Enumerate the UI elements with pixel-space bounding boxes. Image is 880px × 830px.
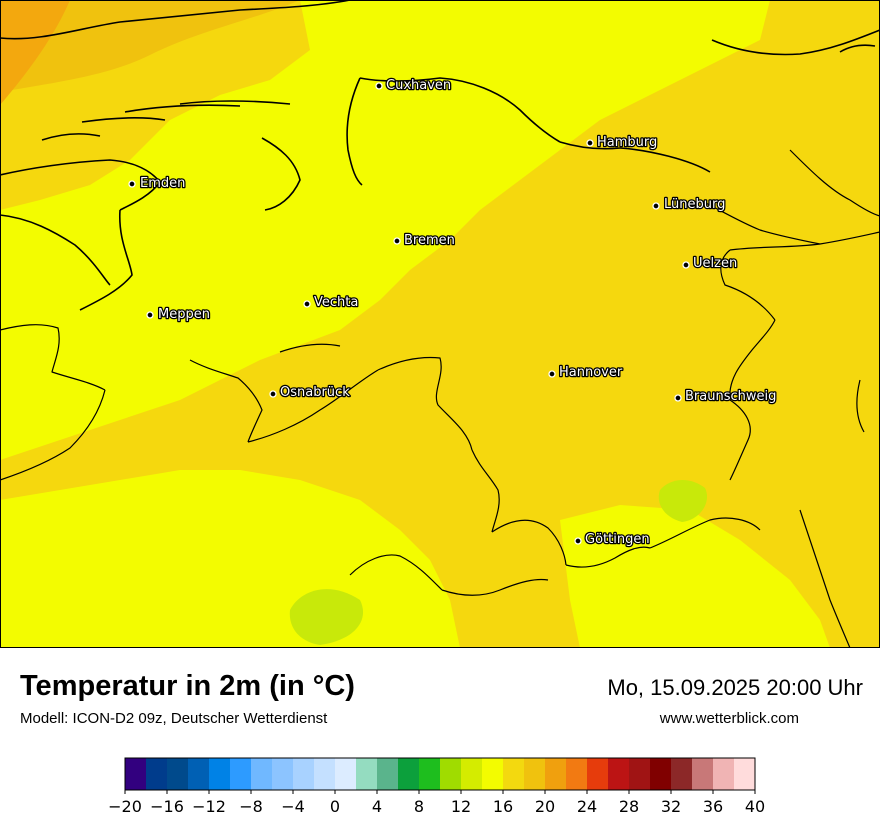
color-scale-segment: [293, 758, 315, 790]
city-meppen: Meppen: [146, 306, 211, 323]
color-scale-segment: [356, 758, 378, 790]
footer: Temperatur in 2m (in °C) Modell: ICON-D2…: [0, 648, 880, 830]
color-scale-tick-label: 36: [703, 797, 723, 816]
city-label: Göttingen: [585, 532, 650, 547]
color-scale-tick-label: −20: [108, 797, 142, 816]
color-scale-segment: [209, 758, 231, 790]
temperature-map: Cuxhaven Hamburg Emden Lüneburg Bremen U…: [0, 0, 880, 648]
coastline: [0, 0, 880, 311]
city-label: Hannover: [559, 365, 623, 380]
map-title: Temperatur in 2m (in °C): [20, 670, 355, 702]
color-scale-segment: [419, 758, 441, 790]
color-scale-segment: [398, 758, 420, 790]
city-cuxhaven: Cuxhaven: [375, 77, 452, 94]
city-label: Hamburg: [597, 135, 657, 150]
color-scale-segment: [188, 758, 210, 790]
borders: [0, 149, 880, 648]
city-label: Bremen: [404, 233, 455, 248]
color-scale-segment: [335, 758, 357, 790]
color-scale-segment: [377, 758, 399, 790]
color-scale-segment: [713, 758, 735, 790]
website-link[interactable]: www.wetterblick.com: [659, 710, 799, 727]
city-label: Lüneburg: [664, 197, 725, 212]
color-scale-segment: [440, 758, 462, 790]
city-goettingen: Göttingen: [574, 531, 651, 548]
color-scale-segment: [125, 758, 147, 790]
color-scale-segment: [734, 758, 756, 790]
city-label: Emden: [140, 176, 185, 191]
color-scale-segment: [608, 758, 630, 790]
color-scale-tick-label: 28: [619, 797, 639, 816]
color-scale-tick-label: 16: [493, 797, 513, 816]
color-scale-tick-label: 20: [535, 797, 555, 816]
color-scale-segment: [587, 758, 609, 790]
city-hamburg: Hamburg: [586, 134, 659, 151]
city-uelzen: Uelzen: [682, 255, 738, 272]
city-lueneburg: Lüneburg: [652, 196, 727, 213]
color-scale-tick-label: −4: [281, 797, 305, 816]
color-scale-segment: [272, 758, 294, 790]
city-label: Meppen: [158, 307, 210, 322]
color-scale-border: [124, 757, 756, 791]
city-hannover: Hannover: [548, 364, 624, 381]
color-scale-tick-label: −12: [192, 797, 226, 816]
color-scale-tick-label: 32: [661, 797, 681, 816]
city-label: Uelzen: [693, 256, 737, 271]
warm-zone-northwest-inner: [0, 0, 70, 105]
color-scale-segment: [692, 758, 714, 790]
city-label: Vechta: [314, 295, 358, 310]
model-info: Modell: ICON-D2 09z, Deutscher Wetterdie…: [20, 710, 328, 727]
cool-zone-band: [0, 0, 770, 460]
color-scale-segment: [461, 758, 483, 790]
color-scale-tick-label: 12: [451, 797, 471, 816]
color-scale-tick-label: 24: [577, 797, 597, 816]
color-scale-tick-label: 8: [414, 797, 424, 816]
color-scale-segment: [251, 758, 273, 790]
city-label: Braunschweig: [685, 389, 776, 404]
cold-patch-east: [658, 479, 708, 522]
city-label: Osnabrück: [280, 385, 350, 400]
color-scale-tick-label: 0: [330, 797, 340, 816]
color-scale-tick-label: 40: [745, 797, 765, 816]
color-scale: −20 −16 −12 −8 −4 0 4 8 12 16 20 24 28 32 36 40: [108, 757, 765, 816]
color-scale-ticks: −20 −16 −12 −8 −4 0 4 8 12 16 20 24 28 32 36 40: [108, 790, 765, 816]
color-scale-tick-label: −8: [239, 797, 263, 816]
color-scale-segment: [671, 758, 693, 790]
cool-zone-southeast: [560, 505, 830, 648]
city-bremen: Bremen: [393, 232, 456, 249]
color-scale-segment: [545, 758, 567, 790]
color-scale-segment: [230, 758, 252, 790]
color-scale-tick-label: −16: [150, 797, 184, 816]
city-osnabrueck: Osnabrück: [269, 384, 351, 401]
color-scale-segment: [629, 758, 651, 790]
city-braunschweig: Braunschweig: [674, 388, 778, 405]
warm-zone-northwest: [0, 0, 300, 92]
color-scale-segment: [650, 758, 672, 790]
color-scale-segment: [524, 758, 546, 790]
cold-patch-south: [289, 589, 364, 645]
color-scale-segment: [503, 758, 525, 790]
city-vechta: Vechta: [303, 294, 360, 311]
color-scale-segment: [146, 758, 168, 790]
color-scale-tick-label: 4: [372, 797, 382, 816]
city-label: Cuxhaven: [386, 78, 451, 93]
color-scale-segment: [482, 758, 504, 790]
color-scale-segment: [566, 758, 588, 790]
color-scale-segment: [314, 758, 336, 790]
city-emden: Emden: [128, 175, 187, 192]
color-scale-segment: [167, 758, 189, 790]
forecast-datetime: Mo, 15.09.2025 20:00 Uhr: [607, 675, 863, 700]
color-scale-segments: [124, 757, 756, 791]
